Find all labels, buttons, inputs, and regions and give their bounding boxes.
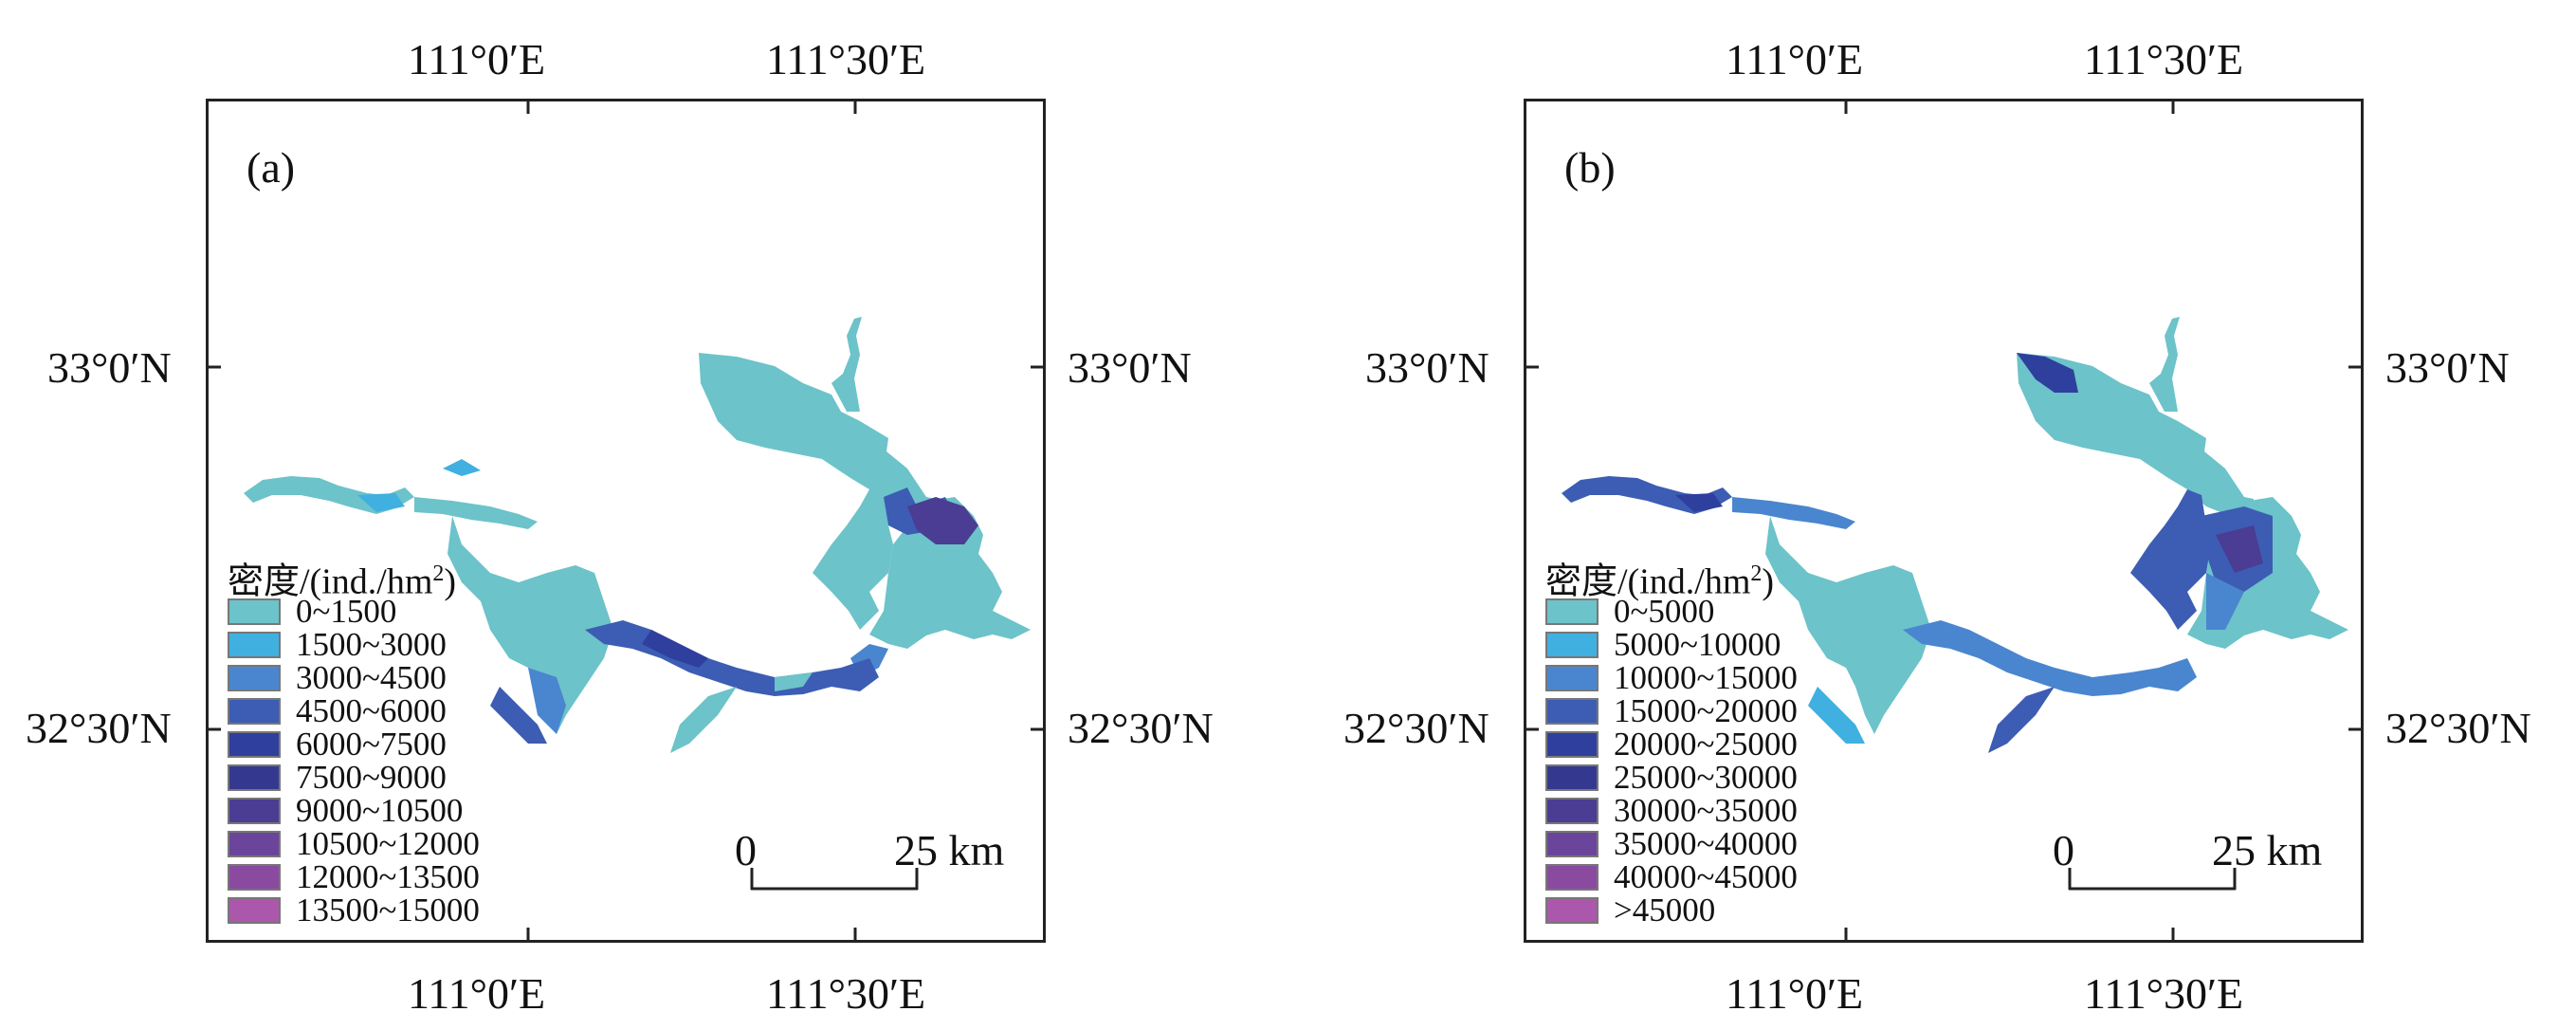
lat-left-label-2: 32°30′N bbox=[26, 704, 172, 752]
legend-item: 35000~40000 bbox=[1545, 827, 1798, 860]
lon-bottom-label-1: 111°0′E bbox=[1726, 969, 1864, 1018]
legend-item: 30000~35000 bbox=[1545, 794, 1798, 827]
legend-item: 20000~25000 bbox=[1545, 727, 1798, 761]
reservoir-map-b bbox=[1524, 99, 2364, 943]
legend-item: >45000 bbox=[1545, 893, 1798, 927]
legend-item: 4500~6000 bbox=[228, 694, 480, 727]
legend-item: 10000~15000 bbox=[1545, 661, 1798, 694]
map-frame-a bbox=[206, 99, 1046, 943]
legend-swatch bbox=[228, 896, 281, 924]
scale-bar-zero-b: 0 bbox=[2053, 826, 2074, 874]
legend-item: 0~5000 bbox=[1545, 595, 1798, 628]
lon-top-label-1: 111°0′E bbox=[408, 35, 546, 83]
scale-bar-distance-a: 25 km bbox=[894, 826, 1005, 874]
legend-swatch bbox=[1545, 763, 1599, 791]
legend-item: 5000~10000 bbox=[1545, 628, 1798, 661]
legend-swatch bbox=[1545, 830, 1599, 857]
legend-swatch bbox=[228, 830, 281, 857]
legend-swatch bbox=[1545, 730, 1599, 758]
lon-bottom-label-2: 111°30′E bbox=[766, 969, 926, 1018]
legend-swatch bbox=[228, 598, 281, 625]
lat-left-label-1: 33°0′N bbox=[1365, 343, 1489, 392]
legend-swatch bbox=[228, 797, 281, 824]
panel-label-a: (a) bbox=[247, 143, 296, 192]
lon-top-label-2: 111°30′E bbox=[2084, 35, 2244, 83]
scale-bar-distance-b: 25 km bbox=[2212, 826, 2323, 874]
legend-item: 0~1500 bbox=[228, 595, 480, 628]
legend-item: 13500~15000 bbox=[228, 893, 480, 927]
legend-item: 1500~3000 bbox=[228, 628, 480, 661]
legend-swatch bbox=[1545, 896, 1599, 924]
scale-bar-b bbox=[2068, 868, 2237, 891]
legend-title-b: 密度/(ind./hm2) bbox=[1545, 561, 1775, 602]
legend-item: 12000~13500 bbox=[228, 860, 480, 893]
lon-bottom-label-2: 111°30′E bbox=[2084, 969, 2244, 1018]
lon-top-label-1: 111°0′E bbox=[1726, 35, 1864, 83]
lat-right-label-1: 33°0′N bbox=[2385, 343, 2510, 392]
legend-item: 40000~45000 bbox=[1545, 860, 1798, 893]
legend-swatch bbox=[1545, 797, 1599, 824]
legend-swatch bbox=[228, 863, 281, 891]
lat-right-label-2: 32°30′N bbox=[1068, 704, 1214, 752]
map-panel-b: 111°0′E 111°30′E 111°0′E 111°30′E 33°0′N… bbox=[1318, 0, 2576, 1030]
map-frame-b bbox=[1524, 99, 2364, 943]
legend-item: 9000~10500 bbox=[228, 794, 480, 827]
legend-item: 7500~9000 bbox=[228, 761, 480, 794]
legend-swatch bbox=[1545, 664, 1599, 691]
legend-a: 密度/(ind./hm2) 0~1500 1500~3000 3000~4500… bbox=[228, 553, 480, 927]
panel-label-b: (b) bbox=[1564, 143, 1616, 192]
legend-item: 6000~7500 bbox=[228, 727, 480, 761]
lat-left-label-1: 33°0′N bbox=[47, 343, 172, 392]
lat-right-label-2: 32°30′N bbox=[2385, 704, 2531, 752]
legend-title-a: 密度/(ind./hm2) bbox=[228, 561, 457, 602]
legend-b: 密度/(ind./hm2) 0~5000 5000~10000 10000~15… bbox=[1545, 553, 1798, 927]
legend-swatch bbox=[228, 631, 281, 658]
legend-swatch bbox=[1545, 631, 1599, 658]
legend-item: 25000~30000 bbox=[1545, 761, 1798, 794]
legend-item: 3000~4500 bbox=[228, 661, 480, 694]
scale-bar-a bbox=[750, 868, 919, 891]
lon-bottom-label-1: 111°0′E bbox=[408, 969, 546, 1018]
legend-swatch bbox=[228, 730, 281, 758]
scale-bar-zero-a: 0 bbox=[735, 826, 757, 874]
lat-right-label-1: 33°0′N bbox=[1068, 343, 1192, 392]
legend-item: 10500~12000 bbox=[228, 827, 480, 860]
legend-swatch bbox=[1545, 598, 1599, 625]
legend-swatch bbox=[228, 664, 281, 691]
legend-swatch bbox=[228, 763, 281, 791]
legend-item: 15000~20000 bbox=[1545, 694, 1798, 727]
legend-swatch bbox=[1545, 697, 1599, 725]
map-panel-a: 111°0′E 111°30′E 111°0′E 111°30′E 33°0′N… bbox=[0, 0, 1270, 1030]
legend-swatch bbox=[228, 697, 281, 725]
reservoir-map-a bbox=[206, 99, 1046, 943]
lat-left-label-2: 32°30′N bbox=[1343, 704, 1489, 752]
lon-top-label-2: 111°30′E bbox=[766, 35, 926, 83]
legend-swatch bbox=[1545, 863, 1599, 891]
